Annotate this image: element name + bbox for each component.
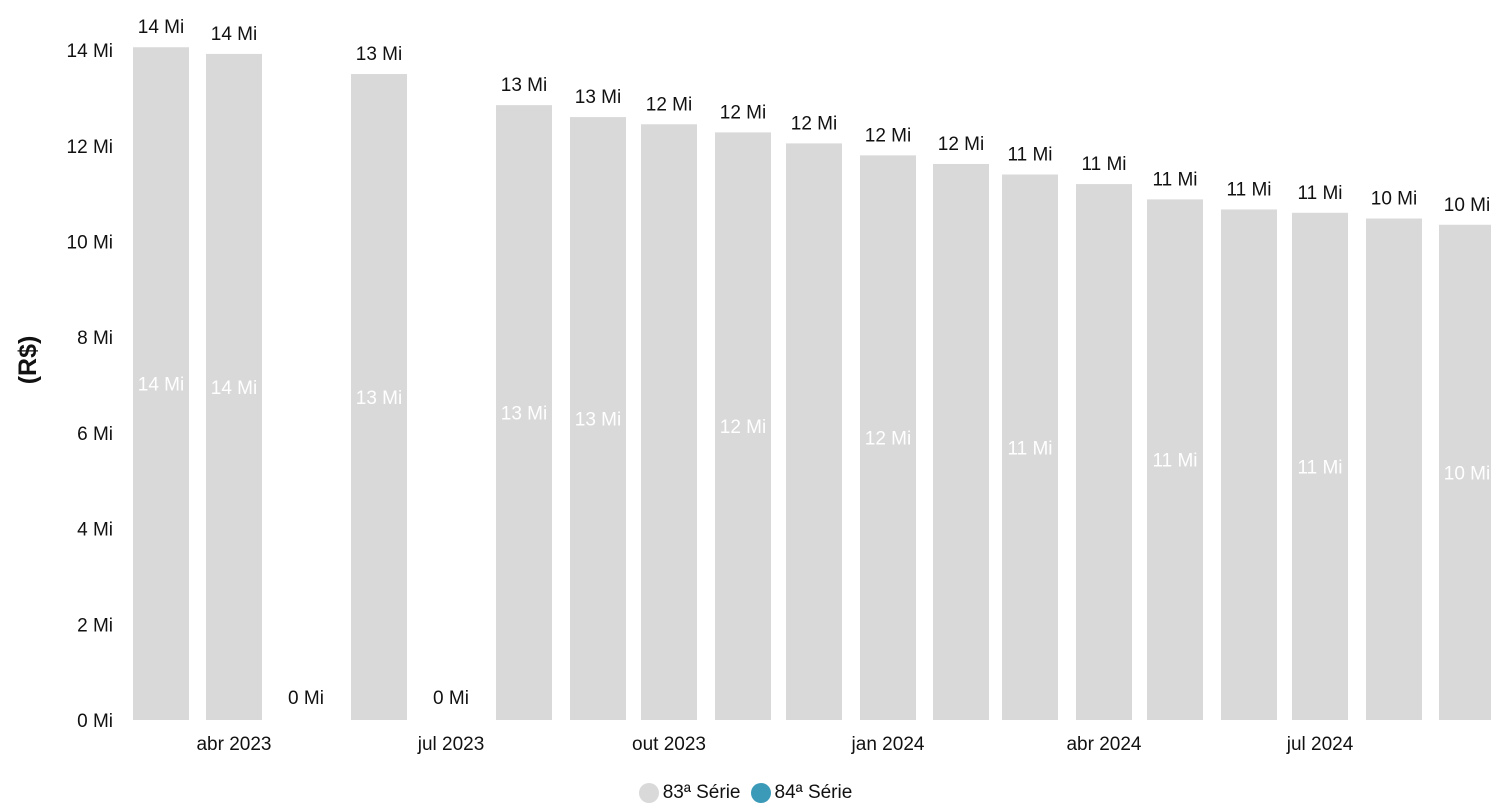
bars: 14 Mi 14 Mi 14 Mi 14 Mi 0 Mi 13 Mi 13 Mi 0 Mi 13… [133, 17, 1491, 721]
bar[interactable] [570, 117, 626, 721]
bar[interactable] [1002, 174, 1058, 720]
bar[interactable] [641, 124, 697, 720]
bar-inner-label: 11 Mi [1297, 457, 1342, 478]
x-tick-label: abr 2023 [196, 734, 271, 755]
bar-value-label: 11 Mi [1007, 145, 1052, 166]
bar[interactable] [1221, 209, 1277, 721]
y-axis-ticks: 0 Mi 2 Mi 4 Mi 6 Mi 8 Mi 10 Mi 12 Mi 14 Mi [67, 41, 113, 732]
bar-inner-label: 13 Mi [575, 410, 621, 431]
x-tick-label: out 2023 [632, 734, 706, 755]
legend-label-84-serie: 84ª Série [774, 782, 853, 803]
bar-value-label: 11 Mi [1297, 183, 1342, 204]
legend-swatch-83-serie [638, 783, 659, 803]
bar-value-label: 11 Mi [1081, 154, 1126, 175]
x-axis-ticks: abr 2023 jul 2023 out 2023 jan 2024 abr 2024… [196, 734, 1353, 755]
bar-value-label: 13 Mi [501, 75, 547, 96]
bar[interactable] [715, 132, 771, 721]
bar[interactable] [1439, 224, 1491, 720]
y-tick-label: 14 Mi [67, 41, 113, 62]
bar[interactable] [496, 105, 552, 720]
bar[interactable] [786, 143, 842, 721]
y-tick-label: 2 Mi [77, 615, 113, 636]
bar-value-label: 0 Mi [433, 688, 469, 709]
bar-value-label: 12 Mi [791, 113, 837, 134]
y-tick-label: 4 Mi [77, 520, 113, 541]
bar[interactable] [933, 163, 989, 720]
x-tick-label: jul 2024 [1286, 734, 1354, 755]
bar-value-label: 12 Mi [720, 102, 766, 123]
bar-value-label: 12 Mi [865, 125, 911, 146]
y-tick-label: 12 Mi [67, 137, 113, 158]
bar-inner-label: 14 Mi [211, 378, 257, 399]
legend-item-83-serie[interactable]: 83ª Série [638, 782, 741, 804]
x-tick-label: abr 2024 [1066, 734, 1141, 755]
bar-value-label: 13 Mi [575, 87, 621, 108]
bar[interactable] [1366, 218, 1422, 721]
bar-inner-label: 13 Mi [501, 404, 547, 425]
bar-inner-label: 10 Mi [1444, 463, 1490, 484]
y-tick-label: 6 Mi [77, 424, 113, 445]
x-tick-label: jul 2023 [417, 734, 485, 755]
bar-inner-label: 12 Mi [720, 417, 766, 438]
y-tick-label: 8 Mi [77, 328, 113, 349]
x-tick-label: jan 2024 [851, 734, 925, 755]
bar[interactable] [1076, 184, 1132, 720]
bar-value-label: 11 Mi [1152, 169, 1197, 190]
bar[interactable] [1147, 199, 1203, 721]
bar[interactable] [351, 74, 407, 720]
bar-inner-label: 13 Mi [356, 388, 402, 409]
bar-inner-label: 11 Mi [1007, 438, 1052, 459]
legend-label-83-serie: 83ª Série [662, 782, 741, 803]
bar-value-label: 14 Mi [138, 17, 184, 38]
bar-value-label: 12 Mi [646, 94, 692, 115]
bar[interactable] [133, 47, 189, 720]
legend: 83ª Série 84ª Série [0, 782, 1491, 804]
bar-value-label: 14 Mi [211, 24, 257, 45]
bar-value-label: 12 Mi [938, 134, 984, 155]
legend-item-84-serie[interactable]: 84ª Série [750, 782, 853, 804]
bar-inner-label: 12 Mi [865, 429, 911, 450]
y-tick-label: 0 Mi [77, 711, 113, 732]
y-axis-label: (R$) [14, 336, 42, 385]
bar-value-label: 11 Mi [1226, 179, 1271, 200]
bar-value-label: 0 Mi [288, 688, 324, 709]
bar-inner-label: 14 Mi [138, 375, 184, 396]
bar-value-label: 10 Mi [1371, 189, 1417, 210]
y-tick-label: 10 Mi [67, 233, 113, 254]
bar[interactable] [860, 155, 916, 720]
legend-swatch-84-serie [750, 783, 771, 803]
bar-inner-label: 11 Mi [1152, 451, 1197, 472]
bar[interactable] [206, 53, 262, 721]
bar-value-label: 10 Mi [1444, 195, 1490, 216]
bar[interactable] [1292, 212, 1348, 721]
bar-value-label: 13 Mi [356, 44, 402, 65]
